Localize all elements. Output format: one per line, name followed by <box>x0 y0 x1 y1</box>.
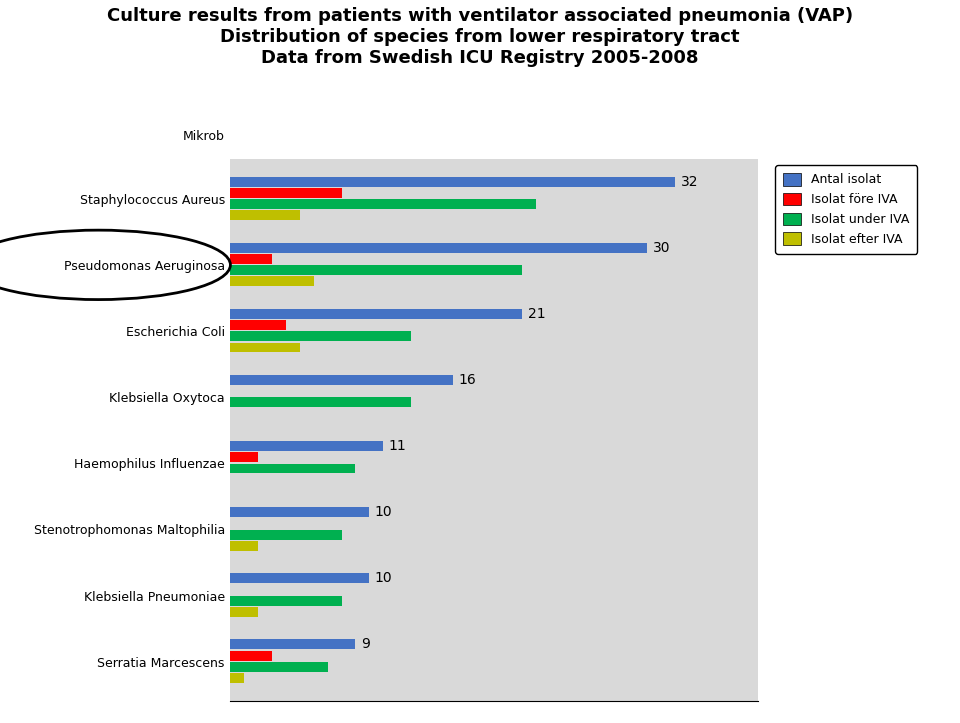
Bar <box>230 210 300 221</box>
Bar <box>230 375 453 385</box>
Bar <box>230 607 258 617</box>
Bar <box>230 453 258 462</box>
Text: 10: 10 <box>375 505 393 519</box>
Bar <box>230 276 314 286</box>
Bar <box>230 309 522 319</box>
Bar <box>230 541 258 551</box>
Text: 32: 32 <box>681 174 698 189</box>
Bar <box>230 343 300 353</box>
Text: 30: 30 <box>653 241 670 254</box>
Bar <box>230 639 355 649</box>
Bar <box>230 508 370 517</box>
Bar <box>230 398 411 407</box>
Bar <box>230 662 327 672</box>
Bar <box>230 463 355 474</box>
Bar <box>230 596 342 606</box>
Text: Culture results from patients with ventilator associated pneumonia (VAP)
Distrib: Culture results from patients with venti… <box>107 7 853 67</box>
Bar <box>230 199 536 209</box>
Bar <box>230 573 370 583</box>
Text: 10: 10 <box>375 571 393 586</box>
Bar <box>230 254 272 264</box>
Text: 21: 21 <box>528 307 545 321</box>
Text: 16: 16 <box>458 373 476 387</box>
Text: 9: 9 <box>361 638 370 651</box>
Legend: Antal isolat, Isolat före IVA, Isolat under IVA, Isolat efter IVA: Antal isolat, Isolat före IVA, Isolat un… <box>776 166 918 254</box>
Bar <box>230 673 244 683</box>
Bar <box>230 441 383 451</box>
Bar <box>230 265 522 275</box>
Bar <box>230 651 272 661</box>
Bar <box>230 331 411 341</box>
Bar <box>230 530 342 539</box>
Bar <box>230 320 286 330</box>
Bar <box>230 243 647 252</box>
Text: 11: 11 <box>389 439 406 453</box>
Text: Mikrob: Mikrob <box>183 130 225 143</box>
Bar <box>230 188 342 198</box>
Bar <box>230 176 675 187</box>
